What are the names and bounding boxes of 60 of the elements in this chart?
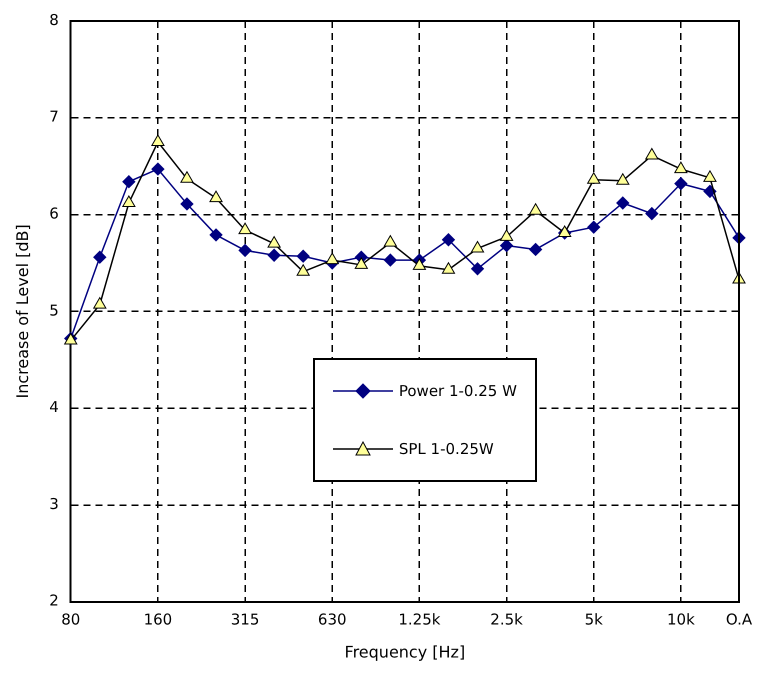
y-tick-label: 5: [49, 301, 59, 320]
point: [674, 177, 688, 190]
y-tick-label: 3: [49, 494, 59, 513]
point: [384, 235, 397, 247]
legend-label: SPL 1-0.25W: [398, 440, 494, 458]
point: [180, 197, 194, 210]
x-axis-title: Frequency [Hz]: [344, 642, 466, 662]
y-tick-label: 4: [49, 398, 59, 416]
point: [529, 242, 542, 256]
point: [151, 134, 164, 146]
point: [645, 207, 658, 220]
x-tick-label: 80: [61, 610, 80, 629]
point: [326, 252, 339, 264]
point: [238, 244, 252, 257]
point: [703, 184, 716, 198]
point: [500, 229, 514, 241]
point: [529, 203, 542, 215]
point: [209, 190, 223, 202]
point: [93, 250, 106, 264]
point: [210, 228, 223, 242]
point: [674, 162, 688, 174]
point: [93, 297, 106, 309]
point: [587, 172, 600, 184]
y-axis-title: Increase of Level [dB]: [12, 224, 32, 399]
y-tick-label: 2: [49, 592, 59, 610]
point: [471, 262, 484, 276]
x-tick-label: 630: [318, 610, 347, 629]
point: [151, 162, 164, 176]
point: [616, 173, 630, 185]
point: [470, 240, 484, 252]
point: [384, 254, 397, 267]
x-tick-label: 315: [230, 610, 260, 629]
y-tick-label: 8: [49, 10, 59, 29]
x-tick-label: 2.5k: [490, 610, 524, 629]
x-tick-label: 160: [144, 610, 172, 629]
x-tick-label: 10k: [667, 610, 696, 629]
legend-label: Power 1-0.25 W: [398, 382, 517, 400]
y-tick-label: 6: [49, 204, 59, 222]
point: [587, 220, 600, 234]
x-tick-label: 1.25k: [398, 610, 441, 629]
point: [354, 257, 368, 269]
point: [558, 225, 572, 237]
x-tick-label: 5k: [584, 610, 604, 629]
point: [616, 196, 630, 210]
point: [296, 264, 310, 276]
point: [268, 236, 281, 248]
point: [238, 222, 252, 234]
point: [442, 233, 455, 246]
y-tick-label: 7: [49, 108, 59, 126]
point: [122, 175, 136, 188]
point: [645, 148, 658, 160]
point: [268, 248, 281, 262]
point: [180, 171, 194, 183]
point: [442, 262, 456, 274]
x-tick-label: O.A: [726, 610, 753, 629]
point: [412, 258, 426, 270]
point: [703, 170, 717, 182]
point: [122, 195, 136, 207]
point: [296, 250, 310, 263]
point: [500, 239, 514, 252]
